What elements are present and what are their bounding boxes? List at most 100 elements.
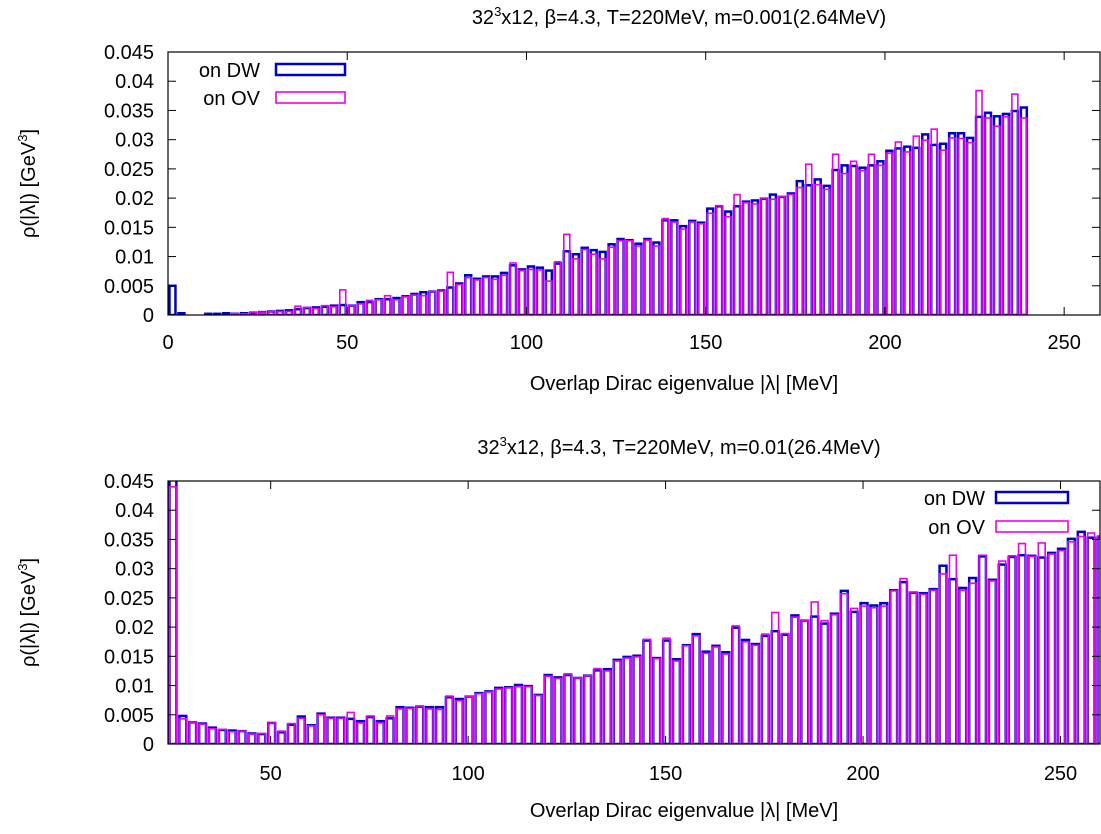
bar-dw <box>377 721 384 744</box>
bar-dw <box>189 722 196 744</box>
y-tick-label: 0.015 <box>104 217 154 239</box>
bar-dw <box>476 693 483 744</box>
legend-label-ov: on OV <box>203 88 260 110</box>
bar-dw <box>895 148 901 315</box>
bar-dw <box>209 728 216 744</box>
legend-label-dw: on DW <box>199 60 260 82</box>
bar-dw <box>886 151 892 315</box>
bar-dw <box>456 699 463 744</box>
x-tick-label: 150 <box>689 332 722 354</box>
bar-dw <box>337 718 344 744</box>
bar-dw <box>860 168 866 315</box>
bar-dw <box>429 292 435 315</box>
y-tick-label: 0.01 <box>115 676 154 698</box>
x-tick-label: 50 <box>260 763 282 785</box>
y-tick-label: 0.025 <box>104 588 154 610</box>
bar-dw <box>791 615 798 744</box>
bar-dw <box>387 718 394 744</box>
bar-dw <box>492 276 498 315</box>
bar-dw <box>772 631 779 744</box>
bar-dw <box>278 732 285 744</box>
y-tick-label: 0.045 <box>104 42 154 64</box>
bar-dw <box>779 197 785 315</box>
bar-dw <box>555 677 562 744</box>
bar-dw <box>614 660 621 744</box>
bar-dw <box>385 299 391 315</box>
bar-dw <box>910 593 917 744</box>
bar-dw <box>821 624 828 744</box>
bar-dw <box>436 707 443 744</box>
bar-dw <box>851 612 858 744</box>
bar-dw <box>801 621 808 744</box>
bar-dw <box>564 675 571 744</box>
bar-dw <box>349 306 355 315</box>
bar-dw <box>653 243 659 315</box>
bar-dw <box>1058 549 1065 744</box>
bar-dw <box>170 480 177 744</box>
bar-dw <box>949 579 956 744</box>
bar-dw <box>770 195 776 315</box>
bar-dw <box>298 717 305 744</box>
bar-dw <box>416 707 423 744</box>
bar-dw <box>501 273 507 315</box>
legend: on DW on OV <box>199 60 345 110</box>
bar-dw <box>671 220 677 315</box>
bar-dw <box>466 697 473 744</box>
bar-dw <box>673 659 680 744</box>
bar-dw <box>689 221 695 315</box>
x-tick-label: 250 <box>1047 332 1080 354</box>
bar-dw <box>930 589 937 744</box>
bar-dw <box>958 133 964 315</box>
bar-dw <box>994 116 1000 315</box>
bar-dw <box>510 265 516 315</box>
bar-dw <box>869 165 875 315</box>
bar-dw <box>505 687 512 744</box>
bar-dw <box>564 251 570 315</box>
bar-dw <box>890 590 897 744</box>
bar-dw <box>219 730 226 744</box>
legend-swatch-dw <box>996 492 1068 503</box>
bar-dw <box>600 252 606 315</box>
bar-dw <box>870 605 877 744</box>
bar-dw <box>643 641 650 744</box>
bar-dw <box>1068 539 1075 744</box>
bar-dw <box>683 645 690 744</box>
x-tick-label: 100 <box>451 763 484 785</box>
bar-dw <box>1003 114 1009 315</box>
bar-dw <box>967 138 973 315</box>
bar-dw <box>179 716 186 744</box>
bar-dw <box>483 276 489 315</box>
legend-swatch-ov <box>996 521 1068 532</box>
x-axis-label: Overlap Dirac eigenvalue |λ| [MeV] <box>530 373 838 395</box>
bar-dw <box>322 307 328 315</box>
bar-dw <box>318 714 325 744</box>
y-tick-label: 0 <box>143 305 154 327</box>
bar-dw <box>340 305 346 315</box>
bar-dw <box>609 244 615 315</box>
bars-group <box>170 91 1027 315</box>
bar-dw <box>940 144 946 315</box>
chart-title: 323x12, β=4.3, T=220MeV, m=0.01(26.4MeV) <box>477 434 880 459</box>
bar-dw <box>703 652 710 744</box>
bar-dw <box>1048 553 1055 744</box>
bar-dw <box>582 248 588 315</box>
bar-dw <box>824 186 830 315</box>
y-tick-label: 0.01 <box>115 247 154 269</box>
bar-dw <box>713 646 720 744</box>
bar-dw <box>426 707 433 744</box>
bar-dw <box>999 565 1006 744</box>
bar-dw <box>979 556 986 744</box>
bar-dw <box>811 617 818 744</box>
bar-dw <box>438 290 444 315</box>
bar-dw <box>959 588 966 744</box>
bar-dw <box>248 733 255 744</box>
bar-dw <box>662 220 668 315</box>
bar-dw <box>806 185 812 315</box>
bar-dw <box>515 685 522 744</box>
x-tick-label: 0 <box>162 332 173 354</box>
y-tick-label: 0.02 <box>115 188 154 210</box>
bar-dw <box>940 566 947 744</box>
bar-dw <box>693 634 700 744</box>
bar-dw <box>833 170 839 315</box>
